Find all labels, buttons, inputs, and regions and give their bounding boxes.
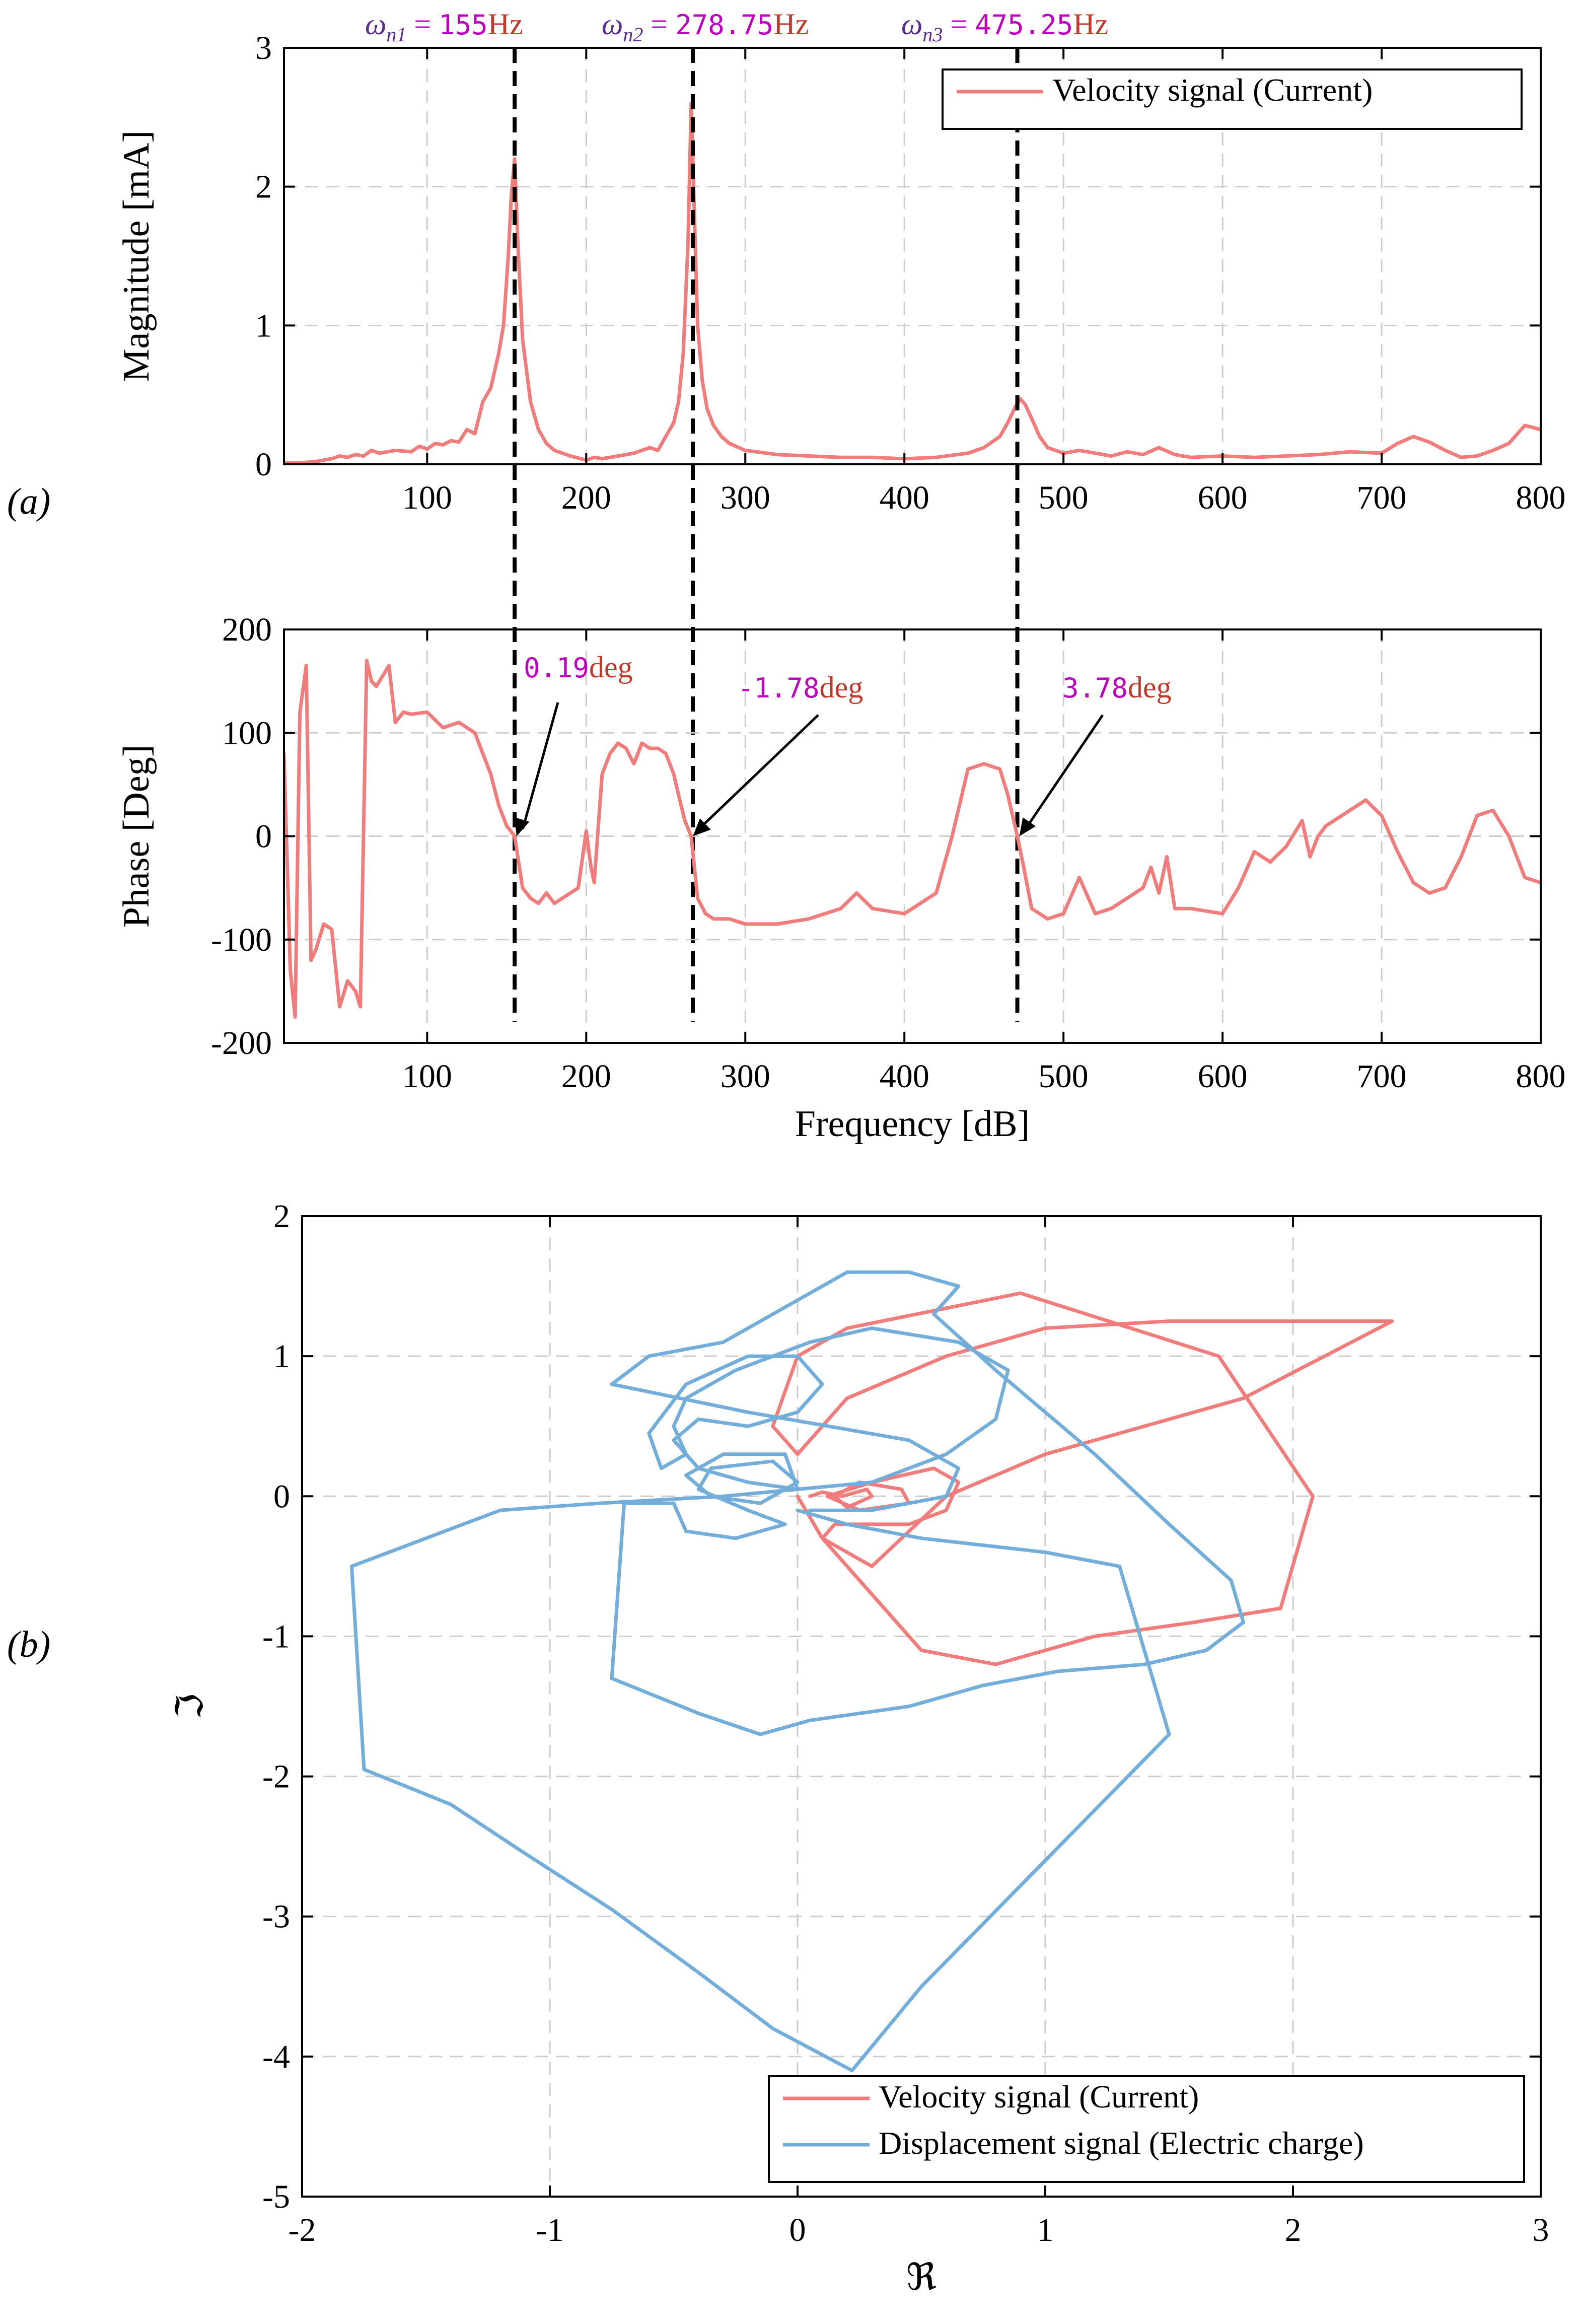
x-tick-label: 200 [561,1058,611,1095]
resonance-label: ωn3 = 475.25Hz [901,8,1108,46]
y-tick-label: -5 [262,2178,290,2215]
y-tick-label: 0 [255,446,272,483]
panel-label-b: (b) [7,1624,50,1665]
y-tick-label: 0 [255,818,272,855]
x-tick-label: 300 [721,479,770,516]
omega-subscript: n3 [922,23,943,46]
x-tick-label: 500 [1039,1058,1089,1095]
phase-value: 3.78 [1062,672,1128,704]
legend-entry-velocity: Velocity signal (Current) [879,2079,1199,2115]
y-axis-label: Phase [Deg] [116,745,157,928]
x-tick-label: -2 [289,2212,316,2248]
x-axis-label: Frequency [dB] [795,1103,1030,1145]
x-tick-label: 100 [402,1058,452,1095]
resonance-frequency-unit: Hz [488,8,523,41]
annotation-arrow [698,714,819,830]
y-tick-label: 3 [255,30,272,66]
x-tick-label: 400 [880,479,929,516]
phase-unit: deg [589,651,633,684]
x-tick-label: 100 [402,479,452,516]
resonance-frequency-value: 278.75 [675,9,773,41]
equals-sign: = [643,8,675,41]
legend-box [942,68,1523,130]
y-tick-label: 100 [222,715,272,751]
y-tick-label: -1 [262,1618,290,1655]
phase-unit: deg [820,671,864,704]
resonance-label: ωn2 = 278.75Hz [602,8,809,46]
resonance-frequency-unit: Hz [1073,8,1108,41]
omega-subscript: n2 [623,23,643,46]
resonance-frequency-value: 155 [439,9,488,41]
y-tick-label: 1 [273,1338,290,1375]
x-tick-label: 200 [561,479,611,516]
y-tick-label: 1 [255,307,272,344]
x-tick-label: 600 [1198,479,1248,516]
resonance-frequency-value: 475.25 [975,9,1073,41]
annotation-arrow [1024,714,1104,830]
x-tick-label: 400 [880,1058,929,1095]
y-tick-label: -3 [262,1898,290,1935]
series-line-displacement [349,1270,1246,2073]
x-tick-label: 1 [1037,2212,1054,2248]
y-tick-label: -200 [211,1025,272,1062]
phase-annotation: 3.78deg [1062,671,1172,704]
x-tick-label: 800 [1516,479,1566,516]
phase-annotation: -1.78deg [738,671,863,704]
legend-entry-velocity: Velocity signal (Current) [1052,72,1373,108]
annotation-arrow [521,702,559,830]
y-tick-label: -100 [211,922,272,958]
axes-box [283,47,1542,465]
annotation-arrow-head [514,817,530,836]
x-tick-label: 3 [1533,2212,1549,2248]
omega-symbol: ω [901,8,922,41]
x-tick-label: 700 [1357,1058,1407,1095]
x-tick-label: 800 [1516,1058,1566,1095]
omega-symbol: ω [365,8,386,41]
series-line-velocity [284,659,1541,1019]
magnitude-chart: 100 200 300 400 500 600 700 800 0 1 2 3 Magnitude [m… [116,8,1566,1022]
y-tick-label: 2 [255,169,272,205]
legend-box [768,2075,1525,2183]
y-tick-label: 200 [222,611,272,648]
y-tick-label: 2 [273,1198,290,1235]
phase-value: 0.19 [524,652,589,684]
x-tick-label: -1 [536,2212,564,2248]
y-tick-label: 0 [273,1478,290,1515]
resonance-label: ωn1 = 155Hz [365,8,523,46]
panel-label-a: (a) [7,481,50,522]
annotation-arrow-head [1019,817,1036,836]
resonance-frequency-unit: Hz [773,8,809,41]
y-axis-label: Magnitude [mA] [116,130,157,382]
legend-entry-displacement: Displacement signal (Electric charge) [879,2125,1364,2161]
x-tick-label: 600 [1198,1058,1248,1095]
x-tick-label: 2 [1285,2212,1302,2248]
axes-box [301,1215,1542,2198]
x-tick-label: 700 [1357,479,1407,516]
y-tick-label: -2 [262,1758,290,1795]
x-axis-label: ℜ [906,2257,937,2298]
omega-subscript: n1 [386,23,406,46]
phase-value: -1.78 [738,672,820,704]
phase-unit: deg [1128,671,1172,704]
omega-symbol: ω [602,8,623,41]
series-line-velocity [284,101,1541,464]
x-tick-label: 0 [789,2212,806,2248]
x-tick-label: 500 [1039,479,1089,516]
y-tick-label: -4 [262,2038,290,2075]
nyquist-chart: -2 -1 0 1 2 3 -5 -4 -3 -2 -1 0 1 2 ℜ ℑ Velocity signal (… [170,1198,1549,2298]
equals-sign: = [943,8,975,41]
annotation-arrow-head [692,818,711,836]
x-tick-label: 300 [721,1058,770,1095]
phase-chart: 100 200 300 400 500 600 700 800 -200 -100 0 100 200 F… [116,611,1566,1145]
phase-annotation: 0.19deg [524,651,633,684]
y-axis-label: ℑ [170,1694,211,1720]
equals-sign: = [406,8,439,41]
